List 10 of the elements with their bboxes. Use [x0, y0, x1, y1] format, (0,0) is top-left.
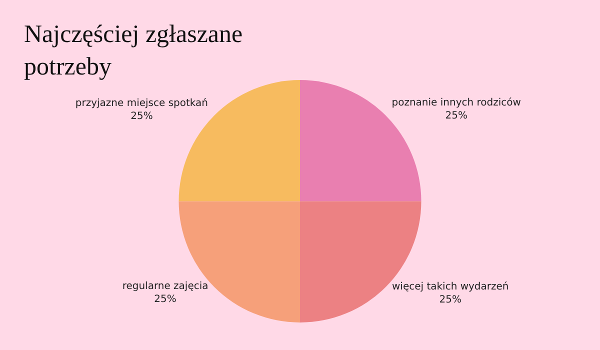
pie-slice — [300, 201, 422, 322]
data-label: 25% — [439, 294, 462, 306]
slice-label: przyjazne miejsce spotkań — [75, 96, 208, 109]
data-label: 25% — [154, 294, 176, 305]
data-label: 25% — [445, 110, 468, 122]
slice-label: regularne zajęcia — [122, 280, 208, 292]
data-label: 25% — [130, 110, 153, 122]
slice-label: poznanie innych rodziców — [392, 98, 521, 109]
chart-title: Najczęściej zgłaszane potrzeby — [24, 21, 243, 80]
slice-label: więcej takich wydarzeń — [392, 280, 509, 293]
